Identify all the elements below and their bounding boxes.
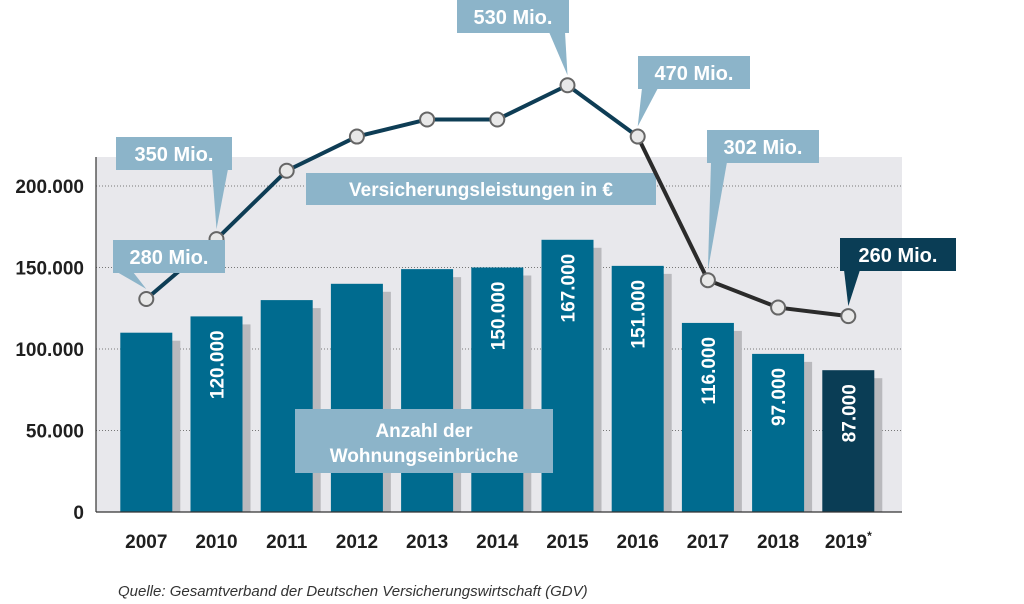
bar: [611, 265, 664, 512]
legend-bars-box: [295, 409, 553, 473]
callout-box: [707, 130, 819, 163]
x-tick-label: 2019*: [825, 529, 872, 553]
line-point: [770, 299, 787, 316]
x-tick-label: 2010: [195, 532, 237, 553]
x-tick-label: 2018: [757, 532, 799, 553]
bar: [401, 269, 454, 512]
bar-value-label: 116.000: [699, 337, 720, 405]
line-path-early: [145, 83, 639, 301]
y-tick-label: 150.000: [15, 259, 84, 280]
y-tick-label: 100.000: [15, 340, 84, 361]
legend-bars-line-2: Wohnungseinbrüche: [330, 446, 519, 467]
x-tick-label: 2013: [406, 532, 448, 553]
bar-value-label: 120.000: [208, 330, 229, 399]
bar-value-label: 87.000: [839, 384, 860, 442]
callout-box: [840, 238, 956, 271]
line-point: [138, 291, 155, 307]
bar: [822, 370, 875, 512]
callout-pointer: [707, 162, 727, 271]
callout-label: 302 Mio.: [724, 137, 803, 159]
legend-bars: Anzahl der Wohnungseinbrüche: [295, 409, 553, 473]
line-point: [419, 111, 436, 128]
legend-line-box: [306, 173, 656, 205]
bar: [120, 332, 173, 512]
x-tick-label: 2011: [266, 532, 308, 553]
callout-box: [457, 0, 569, 33]
x-tick-footnote-mark: *: [867, 529, 872, 543]
x-tick-label: 2017: [687, 532, 729, 553]
bar: [752, 353, 805, 512]
x-axis-ticks: 2007 2010 2011 2012 2013 2014 2015 2016 2017 2018…: [125, 529, 872, 553]
callout-label: 470 Mio.: [655, 63, 734, 85]
bar: [260, 300, 313, 512]
line-path-late: [635, 135, 849, 319]
bar: [330, 283, 383, 512]
x-tick-label: 2015: [546, 532, 589, 553]
callout-box: [113, 240, 225, 273]
bars: [120, 239, 883, 513]
x-tick-label: 2007: [125, 532, 167, 553]
legend-line: Versicherungsleistungen in €: [306, 173, 656, 205]
bar-labels: 120.000 150.000 167.000 151.000 116.000 97.00…: [208, 254, 861, 443]
y-tick-label: 0: [73, 503, 84, 524]
bar-value-label: 151.000: [629, 280, 650, 349]
x-tick-label: 2016: [617, 532, 659, 553]
callout-label: 530 Mio.: [474, 7, 553, 29]
callout-box: [638, 56, 750, 89]
bar: [190, 316, 243, 512]
callout-pointer: [212, 169, 228, 230]
bar-value-label: 97.000: [769, 368, 790, 426]
line-point: [559, 77, 576, 94]
legend-bars-line-1: Anzahl der: [375, 421, 473, 442]
x-tick-label: 2012: [336, 532, 378, 553]
x-tick-label: 2014: [476, 532, 519, 553]
line-series: [138, 77, 857, 325]
bar: [681, 322, 734, 512]
source-note: Quelle: Gesamtverband der Deutschen Vers…: [118, 583, 588, 600]
line-point: [699, 272, 716, 289]
callout-pointer: [549, 32, 568, 76]
line-point: [278, 162, 295, 179]
line-point: [489, 111, 506, 128]
callout-label: 260 Mio.: [859, 245, 938, 267]
callout-box: [116, 137, 232, 170]
line-point: [840, 308, 857, 325]
callout-label: 280 Mio.: [130, 247, 209, 269]
callout-pointer: [117, 272, 147, 289]
bar-value-label: 150.000: [488, 282, 509, 351]
bar-value-label: 167.000: [559, 254, 580, 323]
y-axis-ticks: 0 50.000 100.000 150.000 200.000: [15, 177, 84, 524]
callout-pointer: [637, 88, 658, 127]
line-point: [629, 128, 646, 145]
line-point: [348, 128, 365, 145]
y-tick-label: 200.000: [15, 177, 84, 198]
callout-pointer: [844, 270, 860, 307]
line-callouts: 280 Mio. 350 Mio. 530 Mio. 470 Mio. 302 Mio.…: [113, 0, 956, 307]
legend-line-label: Versicherungsleistungen in €: [349, 180, 613, 201]
y-tick-label: 50.000: [26, 422, 84, 443]
callout-label: 350 Mio.: [135, 144, 214, 166]
